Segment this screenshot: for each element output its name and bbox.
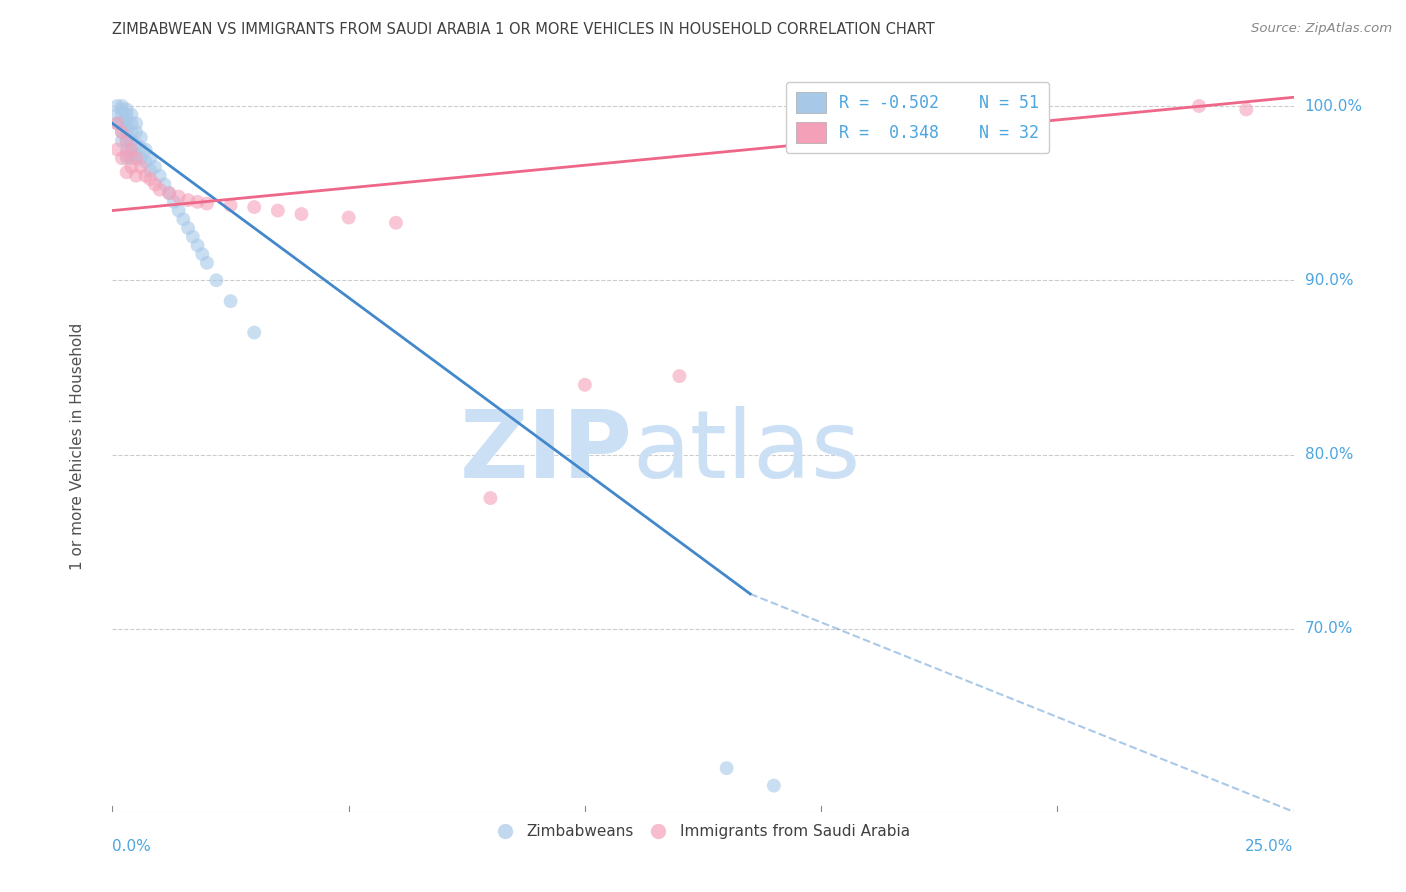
- Point: [135, 154, 157, 169]
- Text: ZIMBABWEAN VS IMMIGRANTS FROM SAUDI ARABIA 1 OR MORE VEHICLES IN HOUSEHOLD CORRE: ZIMBABWEAN VS IMMIGRANTS FROM SAUDI ARAB…: [112, 22, 935, 37]
- Point: [120, 151, 142, 165]
- Point: [111, 116, 134, 130]
- Point: [129, 141, 152, 155]
- Text: 80.0%: 80.0%: [1305, 447, 1353, 462]
- Point: [111, 99, 134, 113]
- Point: [205, 273, 228, 287]
- Point: [115, 120, 138, 134]
- Text: Source: ZipAtlas.com: Source: ZipAtlas.com: [1251, 22, 1392, 36]
- Point: [157, 186, 180, 201]
- Point: [120, 134, 142, 148]
- Point: [125, 116, 148, 130]
- Point: [111, 103, 134, 117]
- Point: [1188, 99, 1211, 113]
- Point: [111, 108, 134, 122]
- Point: [125, 151, 148, 165]
- Point: [668, 369, 690, 384]
- Point: [267, 203, 290, 218]
- Point: [479, 491, 502, 505]
- Point: [1234, 103, 1257, 117]
- Point: [139, 163, 162, 178]
- Point: [120, 108, 142, 122]
- Text: 0.0%: 0.0%: [112, 839, 152, 855]
- Point: [115, 108, 138, 122]
- Point: [125, 125, 148, 139]
- Point: [762, 779, 785, 793]
- Point: [111, 125, 134, 139]
- Text: 25.0%: 25.0%: [1246, 839, 1294, 855]
- Point: [385, 216, 408, 230]
- Point: [167, 203, 190, 218]
- Point: [219, 294, 242, 309]
- Text: atlas: atlas: [633, 406, 860, 498]
- Point: [153, 178, 176, 192]
- Point: [115, 165, 138, 179]
- Point: [157, 186, 180, 201]
- Point: [139, 172, 162, 186]
- Point: [149, 183, 172, 197]
- Point: [143, 160, 166, 174]
- Point: [111, 151, 134, 165]
- Point: [191, 247, 214, 261]
- Point: [120, 143, 142, 157]
- Point: [105, 143, 128, 157]
- Point: [195, 196, 218, 211]
- Point: [716, 761, 738, 775]
- Point: [177, 221, 200, 235]
- Point: [172, 212, 194, 227]
- Point: [167, 189, 190, 203]
- Point: [105, 116, 128, 130]
- Point: [120, 143, 142, 157]
- Point: [135, 169, 157, 183]
- Point: [115, 134, 138, 148]
- Point: [125, 169, 148, 183]
- Point: [337, 211, 360, 225]
- Point: [135, 143, 157, 157]
- Point: [219, 198, 242, 212]
- Legend: Zimbabweans, Immigrants from Saudi Arabia: Zimbabweans, Immigrants from Saudi Arabi…: [489, 818, 917, 846]
- Point: [120, 125, 142, 139]
- Text: 100.0%: 100.0%: [1305, 98, 1362, 113]
- Point: [111, 134, 134, 148]
- Point: [143, 178, 166, 192]
- Point: [105, 99, 128, 113]
- Point: [120, 160, 142, 174]
- Point: [243, 200, 266, 214]
- Point: [115, 125, 138, 139]
- Point: [163, 194, 186, 209]
- Point: [129, 151, 152, 165]
- Point: [125, 137, 148, 152]
- Point: [111, 125, 134, 139]
- Text: 70.0%: 70.0%: [1305, 621, 1353, 636]
- Point: [115, 151, 138, 165]
- Point: [195, 256, 218, 270]
- Point: [139, 151, 162, 165]
- Point: [115, 134, 138, 148]
- Point: [120, 116, 142, 130]
- Point: [115, 103, 138, 117]
- Point: [115, 143, 138, 157]
- Point: [243, 326, 266, 340]
- Point: [574, 377, 596, 392]
- Text: 1 or more Vehicles in Household: 1 or more Vehicles in Household: [70, 322, 84, 570]
- Point: [115, 112, 138, 127]
- Point: [186, 194, 208, 209]
- Point: [129, 160, 152, 174]
- Point: [129, 130, 152, 145]
- Text: ZIP: ZIP: [460, 406, 633, 498]
- Point: [125, 148, 148, 162]
- Point: [105, 116, 128, 130]
- Point: [105, 108, 128, 122]
- Point: [290, 207, 312, 221]
- Point: [186, 238, 208, 252]
- Point: [149, 169, 172, 183]
- Text: 90.0%: 90.0%: [1305, 273, 1353, 288]
- Point: [177, 193, 200, 207]
- Point: [181, 229, 204, 244]
- Point: [115, 148, 138, 162]
